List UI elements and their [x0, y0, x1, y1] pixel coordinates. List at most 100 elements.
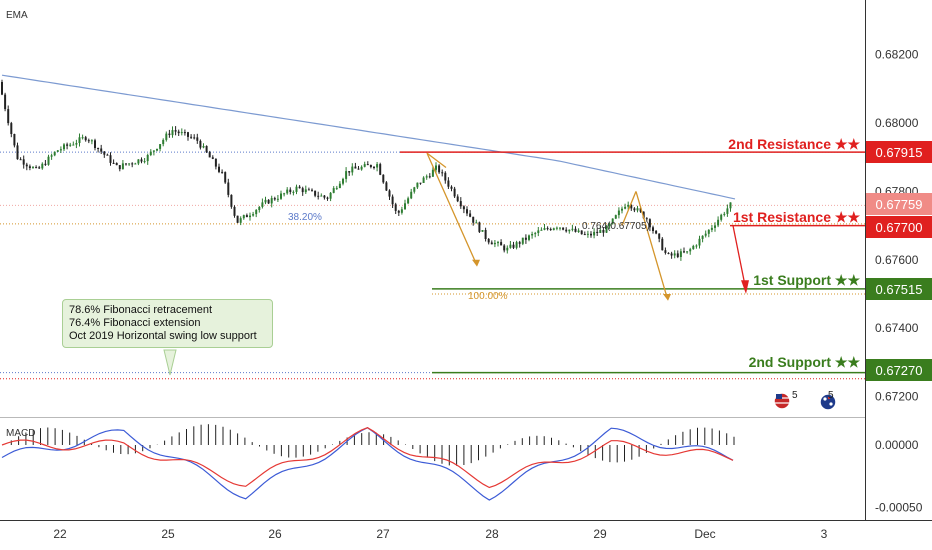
candle-body — [469, 213, 472, 217]
candle-body — [574, 228, 577, 232]
candle-body — [630, 204, 633, 209]
candle-body — [218, 166, 220, 172]
candle-body — [351, 166, 354, 173]
candle-body — [397, 210, 400, 213]
ema-line — [1, 74, 736, 200]
candle-body — [156, 148, 158, 151]
annotation-note[interactable]: 78.6% Fibonacci retracement 76.4% Fibona… — [62, 299, 273, 348]
candle-body — [648, 219, 651, 228]
candle-body — [385, 182, 388, 191]
candle-body — [190, 136, 193, 138]
candle-body — [329, 192, 332, 199]
candle-body — [596, 231, 599, 233]
us-flag-icon[interactable] — [773, 392, 791, 410]
candles-layer — [1, 79, 732, 261]
candle-body — [565, 229, 568, 232]
candle-body — [261, 202, 264, 207]
candle-body — [314, 190, 317, 196]
candle-body — [590, 233, 592, 236]
support-1-label: 1st Support ★★ — [753, 272, 860, 288]
candle-body — [363, 164, 366, 167]
candle-body — [394, 204, 397, 211]
candle-body — [391, 196, 394, 205]
candle-body — [168, 133, 171, 135]
note-pointer-arrow — [163, 349, 177, 376]
candle-body — [115, 163, 118, 166]
candle-body — [59, 149, 62, 151]
candle-body — [35, 167, 38, 169]
candle-body — [593, 231, 596, 236]
candle-body — [689, 249, 692, 252]
candle-body — [683, 251, 685, 253]
candle-body — [500, 242, 503, 246]
candle-body — [128, 163, 131, 165]
fib-arrow-head — [472, 259, 480, 267]
candle-body — [627, 204, 630, 207]
candle-body — [456, 196, 459, 202]
candle-body — [112, 162, 115, 164]
candle-body — [289, 189, 292, 192]
candle-body — [224, 172, 227, 183]
candle-body — [252, 214, 255, 216]
ema-indicator-label[interactable]: EMA — [6, 10, 28, 21]
candle-body — [41, 163, 44, 169]
candle-body — [462, 206, 465, 210]
candle-body — [53, 151, 56, 156]
candle-body — [211, 157, 214, 159]
candle-body — [10, 123, 13, 134]
candle-body — [509, 244, 512, 248]
candle-body — [72, 144, 75, 146]
candle-body — [459, 201, 462, 207]
candle-body — [131, 163, 134, 165]
candle-body — [152, 150, 155, 152]
candle-body — [369, 165, 372, 167]
candle-body — [146, 155, 149, 162]
candle-body — [528, 235, 530, 240]
support-2-label: 2nd Support ★★ — [749, 354, 861, 370]
levels-layer — [400, 151, 865, 374]
candle-body — [44, 163, 47, 165]
y-tick-label: 0.67400 — [875, 321, 919, 335]
candle-body — [562, 227, 565, 230]
candle-body — [444, 172, 447, 181]
au-flag-icon[interactable] — [819, 393, 837, 411]
candle-body — [230, 194, 233, 207]
candle-body — [695, 245, 698, 247]
x-tick-label: 22 — [53, 527, 67, 541]
au-event-count: 5 — [828, 390, 834, 401]
y-tick-label: 0.67200 — [875, 389, 919, 403]
candle-body — [236, 215, 239, 223]
candle-body — [280, 193, 282, 199]
candle-body — [32, 167, 34, 169]
candle-body — [540, 229, 543, 231]
note-line-2: 76.4% Fibonacci extension — [69, 317, 201, 329]
candle-body — [400, 209, 403, 213]
macd-indicator-label[interactable]: MACD — [6, 428, 35, 439]
candle-body — [655, 230, 658, 234]
macd-y-tick-label: -0.00050 — [875, 501, 923, 515]
candle-body — [90, 140, 93, 142]
projection-arrow-head — [741, 280, 749, 294]
current-price-tag — [866, 193, 932, 215]
x-tick-label: Dec — [694, 527, 715, 541]
candle-body — [183, 132, 186, 134]
candle-body — [472, 216, 475, 223]
candle-body — [143, 161, 146, 163]
candle-body — [497, 242, 499, 244]
candle-body — [534, 233, 537, 235]
resistance-1-label: 1st Resistance ★★ — [733, 209, 860, 225]
candle-body — [13, 134, 16, 146]
fib-extension-label: 0.764(0.67705) — [582, 221, 650, 232]
candle-body — [636, 208, 639, 211]
candle-body — [338, 183, 341, 188]
candle-body — [38, 167, 41, 169]
resistance-2-price: 0.67915 — [876, 145, 923, 160]
candle-body — [326, 197, 329, 199]
candle-body — [624, 206, 627, 209]
candle-body — [366, 164, 369, 166]
candle-body — [298, 186, 301, 189]
fib-arrow-head — [663, 293, 671, 301]
resistance-2-label: 2nd Resistance ★★ — [728, 136, 860, 152]
candle-body — [710, 227, 713, 230]
